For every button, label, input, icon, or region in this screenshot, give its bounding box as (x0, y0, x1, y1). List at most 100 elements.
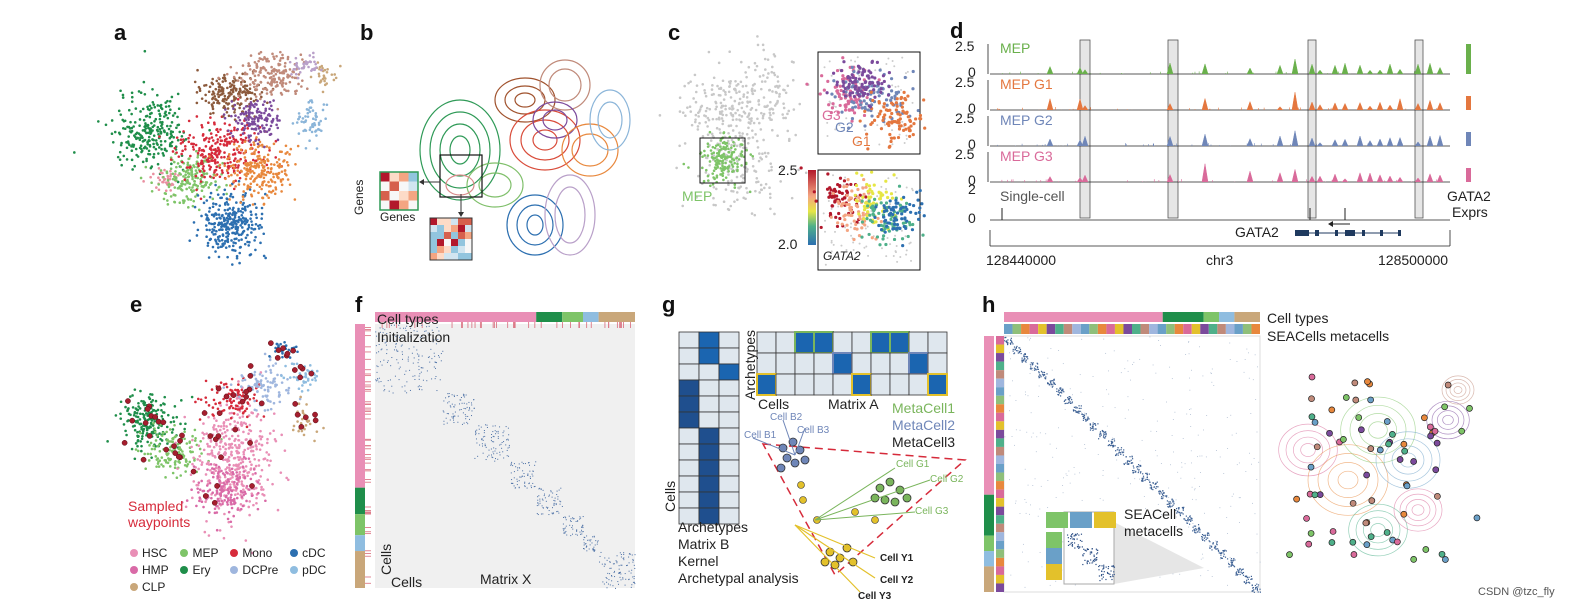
umap-point (192, 456, 195, 460)
umap-point (229, 383, 233, 386)
umap-point (868, 80, 872, 84)
umap-point (269, 75, 273, 79)
umap-point (886, 237, 889, 240)
umap-point (223, 94, 227, 98)
umap-point (232, 472, 235, 476)
umap-point (872, 183, 876, 187)
legend-swatch (130, 549, 138, 557)
umap-point (293, 90, 297, 93)
umap-point (729, 79, 732, 83)
umap-point (868, 213, 872, 217)
umap-point (876, 124, 879, 127)
umap-point (232, 412, 236, 415)
umap-point (169, 189, 172, 192)
signal-peak (1436, 66, 1444, 75)
umap-point (722, 200, 726, 203)
umap-point (212, 101, 216, 105)
umap-point (731, 170, 734, 173)
umap-point (246, 233, 249, 237)
umap-point (207, 101, 211, 104)
umap-point (766, 58, 770, 61)
umap-point (317, 121, 321, 125)
umap-point (878, 243, 882, 247)
waypoint-dot (243, 388, 250, 395)
signal-peak (1331, 102, 1339, 111)
umap-point (736, 169, 739, 173)
umap-point (887, 213, 891, 217)
umap-point (724, 167, 727, 170)
umap-point (211, 90, 215, 93)
panel-e-umap (106, 340, 325, 555)
umap-point (778, 92, 781, 96)
umap-point (712, 185, 716, 189)
umap-point (738, 134, 742, 138)
umap-point (192, 465, 196, 468)
umap-point (732, 144, 736, 148)
umap-point (281, 81, 285, 85)
umap-point (906, 70, 909, 73)
umap-point (737, 102, 741, 106)
umap-point (235, 222, 238, 226)
umap-point (721, 164, 724, 168)
umap-point (226, 208, 230, 212)
umap-point (200, 500, 204, 504)
heatmap-cell (451, 253, 458, 260)
gene-exon (1345, 230, 1355, 236)
umap-point (249, 477, 253, 481)
umap-point (718, 148, 722, 152)
legend-item: cDC (290, 546, 330, 560)
umap-point (246, 127, 250, 130)
umap-point (260, 143, 264, 147)
umap-point (136, 439, 140, 443)
signal-peak (1201, 97, 1209, 111)
umap-point (253, 93, 257, 96)
umap-point (113, 130, 117, 134)
umap-point (763, 186, 766, 190)
umap-point (240, 238, 243, 241)
umap-point (753, 82, 756, 86)
umap-point (876, 216, 880, 221)
umap-point (759, 183, 763, 187)
umap-point (239, 502, 243, 506)
umap-point (833, 199, 837, 203)
umap-point (188, 182, 192, 185)
umap-point (237, 239, 241, 242)
umap-point (861, 195, 865, 200)
umap-point (225, 231, 228, 235)
heatmap-cell (408, 181, 418, 191)
umap-point (857, 234, 862, 238)
umap-point (236, 451, 240, 455)
umap-point (895, 245, 898, 248)
umap-point (268, 100, 272, 104)
umap-point (268, 432, 272, 435)
umap-point (129, 120, 132, 124)
signal-peak (1081, 69, 1089, 75)
umap-point (244, 422, 248, 426)
umap-point (249, 182, 253, 186)
umap-point (904, 127, 908, 131)
umap-point (139, 144, 143, 148)
umap-point (742, 146, 745, 150)
umap-point (206, 468, 209, 471)
umap-point (223, 134, 226, 138)
umap-point (144, 165, 148, 169)
umap-point (707, 50, 711, 54)
umap-point (763, 151, 767, 155)
umap-point (884, 190, 888, 194)
umap-point (208, 128, 211, 132)
umap-point (217, 213, 221, 216)
umap-point (719, 167, 722, 170)
umap-point (781, 113, 784, 116)
signal-peak (1076, 98, 1084, 111)
umap-point (271, 88, 275, 92)
umap-point (141, 429, 145, 433)
umap-point (225, 197, 229, 200)
umap-point (259, 429, 262, 433)
umap-point (208, 137, 211, 140)
waypoint-dot (297, 363, 304, 370)
umap-point (119, 113, 123, 116)
umap-point (722, 89, 725, 92)
umap-point (692, 97, 695, 100)
umap-point (222, 489, 225, 493)
umap-point (741, 173, 744, 177)
